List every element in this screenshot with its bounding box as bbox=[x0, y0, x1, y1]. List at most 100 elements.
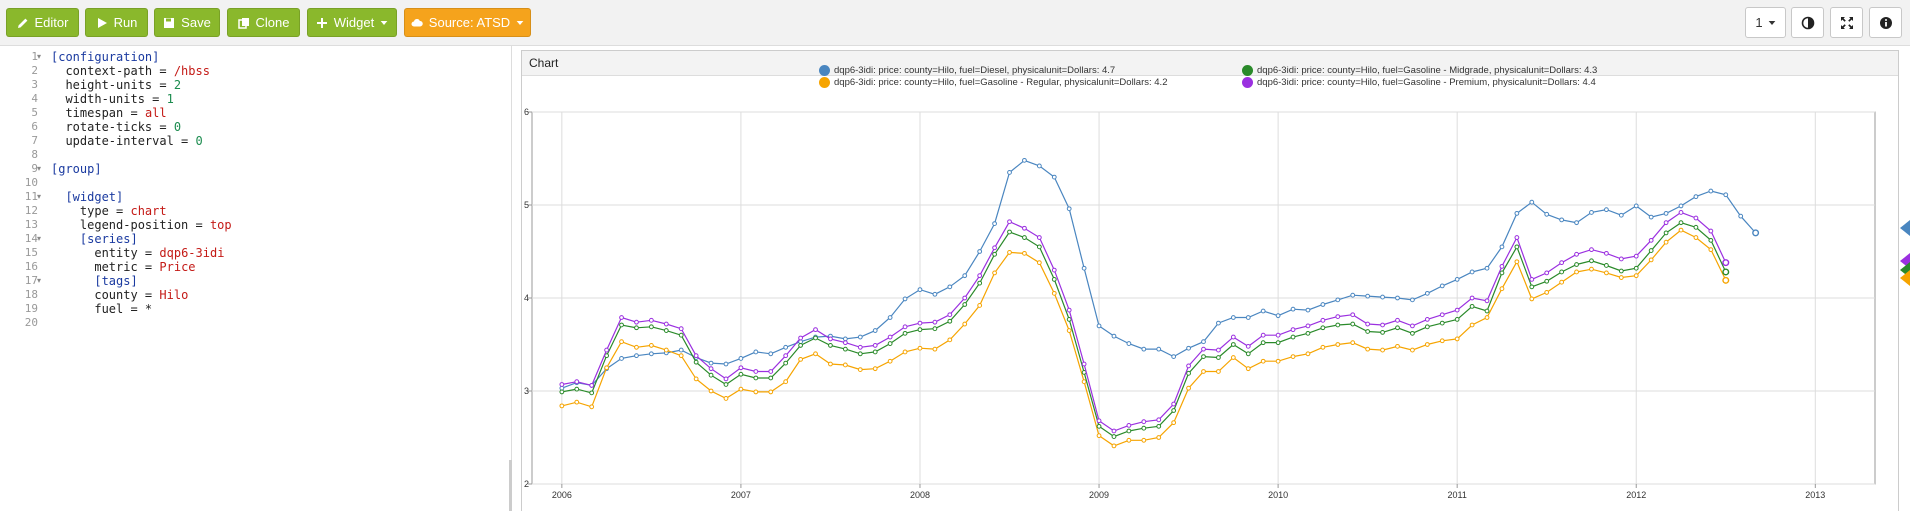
data-point[interactable] bbox=[1604, 270, 1609, 276]
data-point[interactable] bbox=[1499, 263, 1505, 269]
data-point[interactable] bbox=[1410, 323, 1415, 329]
data-point[interactable] bbox=[1574, 251, 1579, 257]
data-point[interactable] bbox=[1126, 341, 1132, 346]
data-point[interactable] bbox=[1454, 316, 1460, 322]
legend-item[interactable]: dqp6-3idi: price: county=Hilo, fuel=Gaso… bbox=[1242, 65, 1597, 76]
data-point[interactable] bbox=[828, 361, 833, 367]
data-point[interactable] bbox=[678, 353, 684, 359]
code-line[interactable]: context-path = /hbss bbox=[51, 64, 210, 78]
data-point[interactable] bbox=[917, 327, 923, 333]
data-point[interactable] bbox=[932, 319, 938, 325]
data-point[interactable] bbox=[887, 341, 893, 346]
data-point[interactable] bbox=[1156, 346, 1162, 352]
data-point[interactable] bbox=[589, 383, 595, 388]
data-point[interactable] bbox=[1633, 203, 1639, 209]
data-point[interactable] bbox=[828, 336, 833, 342]
data-point[interactable] bbox=[1007, 250, 1012, 255]
code-line[interactable]: [series] bbox=[51, 232, 138, 246]
code-line[interactable]: [widget] bbox=[51, 190, 123, 204]
data-point[interactable] bbox=[1186, 370, 1191, 376]
code-line[interactable]: update-interval = 0 bbox=[51, 134, 202, 148]
data-point[interactable] bbox=[1216, 320, 1221, 326]
data-point[interactable] bbox=[1096, 418, 1102, 424]
data-point[interactable] bbox=[1171, 408, 1177, 413]
data-point[interactable] bbox=[1648, 257, 1654, 263]
data-point[interactable] bbox=[947, 318, 953, 324]
data-point[interactable] bbox=[574, 386, 580, 392]
code-line[interactable]: [configuration] bbox=[51, 50, 159, 64]
data-point[interactable] bbox=[1529, 277, 1535, 282]
data-point[interactable] bbox=[1186, 363, 1191, 369]
data-point[interactable] bbox=[1589, 258, 1594, 264]
data-point[interactable] bbox=[977, 303, 983, 308]
data-point[interactable] bbox=[1410, 330, 1415, 336]
line-chart[interactable]: 2 3 4 5 6 2006 2007 2008 2009 2010 2011 2012 2013 bbox=[522, 51, 1900, 511]
data-point[interactable] bbox=[648, 324, 654, 330]
data-point[interactable] bbox=[813, 351, 818, 357]
data-point[interactable] bbox=[1499, 244, 1505, 250]
data-point[interactable] bbox=[1738, 213, 1744, 219]
data-point[interactable] bbox=[1022, 250, 1027, 256]
data-point[interactable] bbox=[1604, 263, 1609, 268]
data-point[interactable] bbox=[1022, 157, 1027, 163]
fold-toggle-icon[interactable]: ▾ bbox=[37, 192, 42, 201]
data-point[interactable] bbox=[962, 295, 968, 301]
data-point[interactable] bbox=[1663, 239, 1669, 245]
data-point[interactable] bbox=[723, 361, 729, 367]
data-point[interactable] bbox=[1439, 312, 1445, 318]
code-line[interactable]: type = chart bbox=[51, 204, 167, 218]
data-point[interactable] bbox=[1604, 250, 1609, 256]
data-point[interactable] bbox=[1186, 345, 1191, 351]
data-point[interactable] bbox=[1156, 417, 1162, 423]
data-point[interactable] bbox=[872, 349, 878, 355]
data-point[interactable] bbox=[1066, 307, 1072, 313]
layout-select[interactable]: 1 bbox=[1745, 7, 1786, 38]
data-point[interactable] bbox=[1484, 298, 1490, 304]
data-point[interactable] bbox=[1589, 266, 1594, 272]
data-point[interactable] bbox=[1320, 344, 1326, 350]
data-point[interactable] bbox=[1604, 207, 1609, 213]
data-point[interactable] bbox=[1708, 247, 1714, 253]
source-dropdown-button[interactable]: Source: ATSD bbox=[404, 8, 531, 37]
data-point[interactable] bbox=[1514, 210, 1520, 216]
data-point[interactable] bbox=[1559, 269, 1565, 275]
code-line[interactable]: county = Hilo bbox=[51, 288, 188, 302]
data-point[interactable] bbox=[1022, 225, 1027, 231]
data-point[interactable] bbox=[1051, 277, 1057, 282]
data-point[interactable] bbox=[738, 371, 744, 377]
clone-button[interactable]: Clone bbox=[227, 8, 300, 37]
data-point[interactable] bbox=[1260, 340, 1266, 346]
data-point[interactable] bbox=[619, 339, 624, 345]
data-point[interactable] bbox=[634, 353, 639, 359]
legend-item[interactable]: dqp6-3idi: price: county=Hilo, fuel=Gaso… bbox=[1242, 77, 1596, 88]
data-point[interactable] bbox=[723, 376, 729, 382]
data-point[interactable] bbox=[1036, 244, 1042, 250]
data-point[interactable] bbox=[1424, 324, 1430, 330]
data-point[interactable] bbox=[648, 351, 654, 357]
data-point[interactable] bbox=[1410, 347, 1415, 353]
data-point[interactable] bbox=[1007, 219, 1012, 225]
data-point[interactable] bbox=[1424, 342, 1430, 347]
data-point[interactable] bbox=[738, 356, 744, 361]
data-point[interactable] bbox=[1514, 259, 1520, 265]
data-point[interactable] bbox=[1201, 346, 1206, 352]
data-point[interactable] bbox=[947, 312, 953, 318]
data-point[interactable] bbox=[604, 347, 610, 353]
data-point[interactable] bbox=[1618, 212, 1624, 218]
data-point[interactable] bbox=[1007, 229, 1012, 235]
data-point[interactable] bbox=[783, 379, 789, 385]
data-point[interactable] bbox=[1022, 235, 1027, 240]
data-point[interactable] bbox=[1201, 354, 1206, 359]
data-point[interactable] bbox=[1514, 244, 1520, 250]
data-point[interactable] bbox=[1081, 265, 1087, 271]
data-point[interactable] bbox=[798, 335, 804, 341]
data-point[interactable] bbox=[1722, 268, 1730, 276]
code-line[interactable]: timespan = all bbox=[51, 106, 166, 120]
data-point[interactable] bbox=[768, 369, 774, 374]
data-point[interactable] bbox=[693, 376, 699, 382]
data-point[interactable] bbox=[1335, 314, 1341, 320]
data-point[interactable] bbox=[932, 326, 938, 332]
data-point[interactable] bbox=[1111, 333, 1117, 339]
data-point[interactable] bbox=[1574, 262, 1579, 267]
data-point[interactable] bbox=[1544, 290, 1550, 295]
